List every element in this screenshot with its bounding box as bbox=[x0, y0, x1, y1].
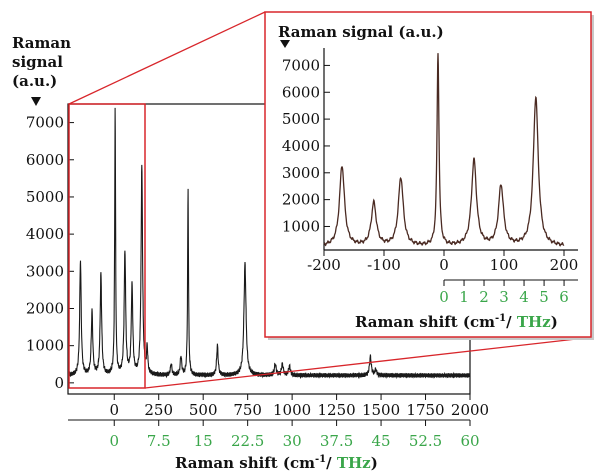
inset-y-tick-label: 5000 bbox=[282, 110, 320, 128]
main-x-tick-label: 1000 bbox=[273, 401, 311, 419]
main-ylabel-arrow-icon bbox=[31, 97, 41, 106]
inset-x-tick-label: 200 bbox=[550, 256, 579, 274]
inset-y-tick-label: 2000 bbox=[282, 191, 320, 209]
main-xlabel-prefix: Raman shift (cm bbox=[175, 454, 315, 472]
zoom-connector-top bbox=[68, 11, 266, 105]
main-x-tick-label: 1750 bbox=[406, 401, 444, 419]
main-y-ticks: 0 1000 2000 3000 4000 5000 6000 7000 bbox=[26, 114, 74, 392]
inset-spectrum-line bbox=[323, 53, 565, 247]
inset-x-ticks: -200 -100 0 100 200 bbox=[307, 250, 578, 274]
zoom-connector-bottom bbox=[144, 336, 595, 389]
inset-x-tick-label: -200 bbox=[307, 256, 341, 274]
main-thz-tick-label: 52.5 bbox=[409, 432, 442, 450]
main-thz-tick-label: 30 bbox=[283, 432, 302, 450]
main-y-tick-label: 4000 bbox=[26, 225, 64, 243]
zoom-box bbox=[68, 103, 146, 389]
main-thz-tick-label: 45 bbox=[372, 432, 391, 450]
main-xlabel-sup: -1 bbox=[315, 454, 326, 465]
main-thz-tick-label: 0 bbox=[109, 432, 119, 450]
inset-xlabel-thz: THz bbox=[517, 313, 551, 331]
inset-xlabel-sep: / bbox=[506, 313, 517, 331]
main-x-tick-label: 750 bbox=[233, 401, 262, 419]
main-x-tick-label: 1500 bbox=[362, 401, 400, 419]
inset-y-tick-label: 3000 bbox=[282, 164, 320, 182]
inset-thz-tick-label: 5 bbox=[539, 288, 549, 306]
inset-y-tick-label: 4000 bbox=[282, 137, 320, 155]
main-thz-tick-label: 7.5 bbox=[147, 432, 171, 450]
main-y-tick-label: 6000 bbox=[26, 151, 64, 169]
inset-thz-tick-label: 6 bbox=[559, 288, 569, 306]
main-x-tick-label: 500 bbox=[189, 401, 218, 419]
main-chart: Raman signal (a.u.) 01000200030004000500… bbox=[12, 34, 489, 472]
inset-xlabel: Raman shift (cm-1/ THz) bbox=[355, 313, 558, 331]
inset-xlabel-prefix: Raman shift (cm bbox=[355, 313, 495, 331]
main-x-ticks: 0 250 500 750 1000 1250 1500 1750 2000 bbox=[109, 394, 489, 419]
inset-thz-tick-label: 0 bbox=[439, 288, 449, 306]
inset-y-tick-label: 1000 bbox=[282, 217, 320, 235]
inset-thz-tick-label: 1 bbox=[459, 288, 469, 306]
main-y-tick-label: 1000 bbox=[26, 337, 64, 355]
main-thz-tick-label: 37.5 bbox=[320, 432, 353, 450]
inset-y-tick-label: 6000 bbox=[282, 83, 320, 101]
main-xlabel-close: ) bbox=[371, 454, 378, 472]
inset-background bbox=[264, 11, 592, 338]
main-spectrum-line bbox=[67, 107, 471, 380]
main-xlabel-thz: THz bbox=[337, 454, 371, 472]
main-ylabel-line-2: signal bbox=[12, 53, 63, 71]
main-y-tick-label: 5000 bbox=[26, 188, 64, 206]
main-x-tick-label: 1250 bbox=[317, 401, 355, 419]
main-thz-ticks: 0 7.5 15 22.5 30 37.5 45 52.5 60 bbox=[68, 419, 480, 450]
inset-ylabel: Raman signal (a.u.) bbox=[278, 23, 444, 41]
inset-panel: Raman signal (a.u.) 10002000300040005000… bbox=[264, 11, 594, 340]
main-x-tick-label: 2000 bbox=[451, 401, 489, 419]
main-y-tick-label: 0 bbox=[54, 374, 64, 392]
main-xlabel-sep: / bbox=[326, 454, 337, 472]
main-thz-tick-label: 22.5 bbox=[231, 432, 264, 450]
main-y-tick-label: 2000 bbox=[26, 299, 64, 317]
inset-ylabel-arrow-icon bbox=[280, 40, 290, 48]
main-x-tick-label: 0 bbox=[109, 401, 119, 419]
main-y-tick-label: 7000 bbox=[26, 114, 64, 132]
inset-x-tick-label: 100 bbox=[490, 256, 519, 274]
inset-y-ticks: 1000 2000 3000 4000 5000 6000 7000 bbox=[282, 56, 330, 235]
main-x-tick-label: 250 bbox=[144, 401, 173, 419]
inset-y-tick-label: 7000 bbox=[282, 56, 320, 74]
main-ylabel-line-3: (a.u.) bbox=[12, 72, 57, 90]
main-xlabel: Raman shift (cm-1/ THz) bbox=[175, 454, 378, 472]
inset-thz-tick-label: 2 bbox=[479, 288, 489, 306]
inset-xlabel-close: ) bbox=[551, 313, 558, 331]
zoom-indicator bbox=[68, 11, 595, 389]
inset-thz-tick-label: 3 bbox=[499, 288, 509, 306]
main-y-tick-label: 3000 bbox=[26, 262, 64, 280]
main-ylabel-line-1: Raman bbox=[12, 34, 71, 52]
inset-x-tick-label: 0 bbox=[439, 256, 449, 274]
main-thz-tick-label: 15 bbox=[194, 432, 213, 450]
main-thz-tick-label: 60 bbox=[460, 432, 479, 450]
inset-x-tick-label: -100 bbox=[367, 256, 401, 274]
inset-thz-tick-label: 4 bbox=[519, 288, 529, 306]
inset-xlabel-sup: -1 bbox=[495, 313, 506, 324]
